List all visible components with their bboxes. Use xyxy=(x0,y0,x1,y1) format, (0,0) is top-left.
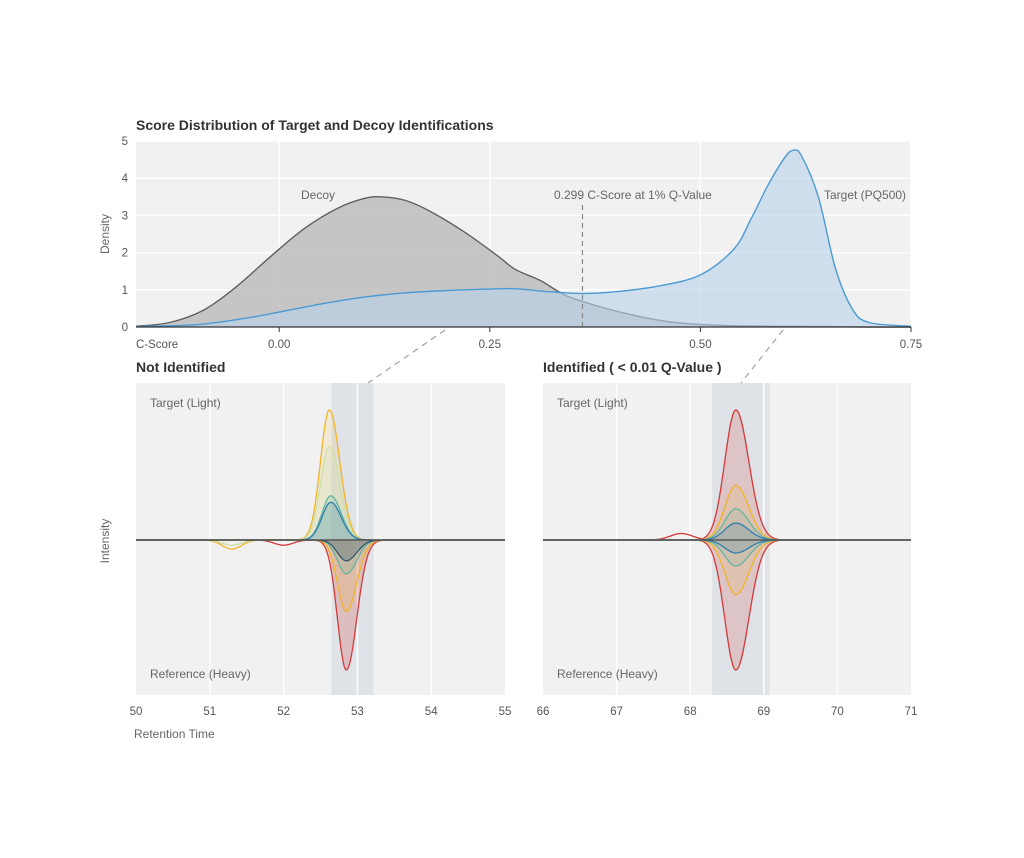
right-peak-area-3 xyxy=(543,523,911,540)
left-bottom-label: Reference (Heavy) xyxy=(150,667,251,681)
top-y-tick-label: 2 xyxy=(122,248,128,260)
density-area-1 xyxy=(136,149,911,327)
left-peak-area-1 xyxy=(136,446,505,540)
threshold-label: 0.299 C-Score at 1% Q-Value xyxy=(554,188,712,202)
right-peak-area-7 xyxy=(543,540,911,553)
left-chart-title: Not Identified xyxy=(136,359,225,375)
top-x-tick-label: 0.00 xyxy=(268,339,290,351)
left-peak-area-0 xyxy=(136,409,505,540)
top-series-group: 0.299 C-Score at 1% Q-Value Decoy Target (… xyxy=(135,149,912,328)
left-x-tick-label: 55 xyxy=(499,706,512,718)
top-y-tick-label: 3 xyxy=(122,210,128,222)
zoom-connector-left xyxy=(367,329,446,384)
top-y-axis-label: Density xyxy=(98,214,112,254)
left-x-tick-label: 53 xyxy=(351,706,364,718)
left-plot-area xyxy=(136,383,505,695)
right-x-tick-label: 67 xyxy=(610,706,623,718)
right-baseline-wiggles xyxy=(653,532,705,541)
density-line-1 xyxy=(135,149,912,328)
left-panel-content: 50 51 52 53 54 55 Target (Light) Reference (Hea… xyxy=(130,383,512,718)
left-x-tick-label: 52 xyxy=(277,706,290,718)
right-peak-area-0 xyxy=(543,410,911,540)
target-label: Target (PQ500) xyxy=(824,188,906,202)
left-x-tick-label: 51 xyxy=(203,706,216,718)
right-peak-area-1 xyxy=(543,485,911,540)
zoom-connector-right xyxy=(740,329,784,384)
right-peak-area-5 xyxy=(543,540,911,595)
top-x-axis-label: C-Score xyxy=(136,339,178,351)
right-chart-title: Identified ( < 0.01 Q-Value ) xyxy=(543,359,722,375)
left-highlight-band xyxy=(331,383,374,695)
top-x-tick-label: 0.25 xyxy=(479,339,501,351)
top-y-tick-label: 4 xyxy=(122,173,129,185)
top-y-tick-label: 1 xyxy=(122,285,128,297)
retention-time-label: Retention Time xyxy=(134,727,215,741)
left-x-tick-label: 50 xyxy=(130,706,143,718)
right-x-tick-label: 68 xyxy=(684,706,697,718)
top-y-tick-label: 5 xyxy=(122,136,128,148)
left-x-tick-label: 54 xyxy=(425,706,438,718)
right-panel-content: 66 67 68 69 70 71 Target (Light) Reference (Hea… xyxy=(537,383,918,718)
top-axis: 0 1 2 3 4 5 0.00 0.25 0.50 0.75 xyxy=(122,136,923,351)
right-x-tick-label: 71 xyxy=(905,706,918,718)
right-x-tick-label: 70 xyxy=(831,706,844,718)
right-peak-area-6 xyxy=(543,540,911,567)
top-x-tick-label: 0.75 xyxy=(900,339,922,351)
decoy-label: Decoy xyxy=(301,188,335,202)
right-peak-area-2 xyxy=(543,508,911,540)
right-x-tick-label: 66 xyxy=(537,706,550,718)
right-baseline-wiggle xyxy=(653,532,705,541)
top-x-tick-label: 0.50 xyxy=(689,339,711,351)
density-area-0 xyxy=(136,196,911,328)
right-top-label: Target (Light) xyxy=(557,396,628,410)
left-top-label: Target (Light) xyxy=(150,396,221,410)
right-x-tick-label: 69 xyxy=(757,706,770,718)
right-bottom-label: Reference (Heavy) xyxy=(557,667,658,681)
top-chart-title: Score Distribution of Target and Decoy I… xyxy=(136,117,494,133)
right-highlight-band xyxy=(712,383,770,695)
intensity-axis-label: Intensity xyxy=(98,519,112,564)
right-peak-area-4 xyxy=(543,540,911,670)
top-y-tick-label: 0 xyxy=(122,322,128,334)
